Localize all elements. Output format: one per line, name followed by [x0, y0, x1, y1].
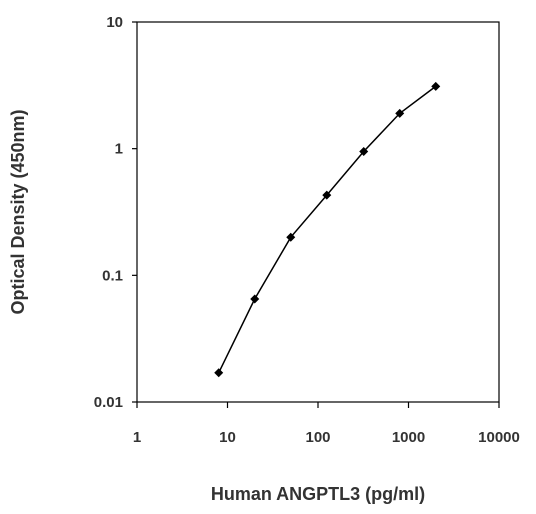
y-tick-label: 1 [115, 141, 123, 158]
data-point [431, 81, 441, 91]
y-tick-label: 0.01 [94, 394, 123, 411]
data-point [214, 368, 224, 378]
plot-frame [136, 21, 500, 403]
data-point [322, 190, 332, 200]
y-axis-ticks: 10 1 0.1 0.01 [94, 14, 137, 411]
x-tick-label: 1000 [392, 429, 425, 446]
data-point [286, 232, 296, 242]
x-tick-label: 100 [305, 429, 330, 446]
series-line [218, 85, 437, 374]
x-tick-label: 10 [219, 429, 236, 446]
x-axis-ticks: 1 10 100 1000 10000 [133, 402, 520, 446]
data-point [250, 294, 260, 304]
y-tick-label: 0.1 [102, 267, 123, 284]
x-tick-label: 10000 [478, 429, 520, 446]
x-axis-title: Human ANGPTL3 (pg/ml) [211, 484, 425, 504]
y-tick-label: 10 [106, 14, 123, 31]
y-axis-title: Optical Density (450nm) [8, 109, 28, 314]
x-tick-label: 1 [133, 429, 141, 446]
data-point [359, 146, 369, 156]
data-points [214, 81, 441, 378]
data-point [395, 108, 405, 118]
